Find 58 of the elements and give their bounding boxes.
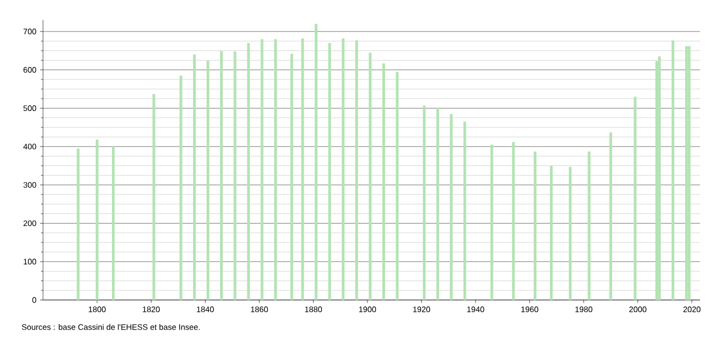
- x-tick-label: 2020: [683, 306, 700, 312]
- bar: [260, 39, 264, 300]
- bar: [688, 46, 691, 300]
- bar: [247, 43, 250, 300]
- bar: [96, 140, 98, 300]
- bar: [220, 51, 223, 300]
- bar: [180, 76, 182, 300]
- bar: [658, 56, 661, 300]
- bar: [436, 107, 440, 300]
- source-note: Sources : base Cassini de l'EHESS et base Insee.: [22, 324, 200, 330]
- y-tick-label: 600: [24, 67, 36, 73]
- bar: [274, 39, 277, 300]
- bar: [634, 96, 636, 300]
- x-tick-label: 1940: [467, 306, 484, 312]
- bar: [355, 40, 358, 300]
- x-tick-label: 1800: [88, 306, 106, 312]
- x-tick-label: 1820: [142, 306, 160, 312]
- y-tick-label: 0: [32, 297, 36, 303]
- bar: [193, 54, 196, 300]
- bar: [301, 38, 304, 300]
- y-tick-label: 500: [23, 105, 36, 112]
- y-tick-label: 300: [23, 182, 36, 188]
- bar: [206, 60, 210, 300]
- bar: [382, 63, 386, 300]
- y-tick-label: 200: [24, 220, 36, 226]
- bar: [450, 114, 453, 300]
- bar: [463, 122, 466, 300]
- bar: [588, 152, 590, 300]
- x-tick-label: 1880: [305, 306, 322, 312]
- bar: [672, 40, 674, 300]
- x-tick-label: 1840: [196, 306, 214, 312]
- y-tick-label: 100: [24, 258, 36, 264]
- bar: [568, 166, 572, 300]
- bar: [342, 38, 344, 300]
- x-tick-label: 1900: [359, 306, 376, 312]
- bar: [314, 24, 318, 300]
- bar: [328, 43, 331, 300]
- bar: [290, 54, 294, 300]
- x-tick-label: 1920: [413, 306, 430, 312]
- bar: [490, 144, 494, 300]
- bar: [512, 142, 515, 300]
- y-tick-label: 700: [24, 28, 36, 34]
- bar: [112, 146, 115, 300]
- y-tick-label: 400: [23, 144, 36, 150]
- bar: [396, 72, 399, 300]
- x-tick-label: 1960: [521, 306, 538, 312]
- bar: [534, 152, 536, 300]
- bar: [422, 106, 426, 300]
- bar: [368, 52, 372, 300]
- bar: [685, 46, 688, 300]
- bar: [550, 166, 553, 300]
- x-tick-label: 1860: [251, 306, 268, 312]
- x-tick-label: 2000: [629, 306, 646, 312]
- bar: [234, 51, 236, 300]
- bar: [76, 148, 80, 300]
- bar: [152, 94, 156, 300]
- bar: [609, 132, 612, 300]
- x-tick-label: 1980: [575, 306, 592, 312]
